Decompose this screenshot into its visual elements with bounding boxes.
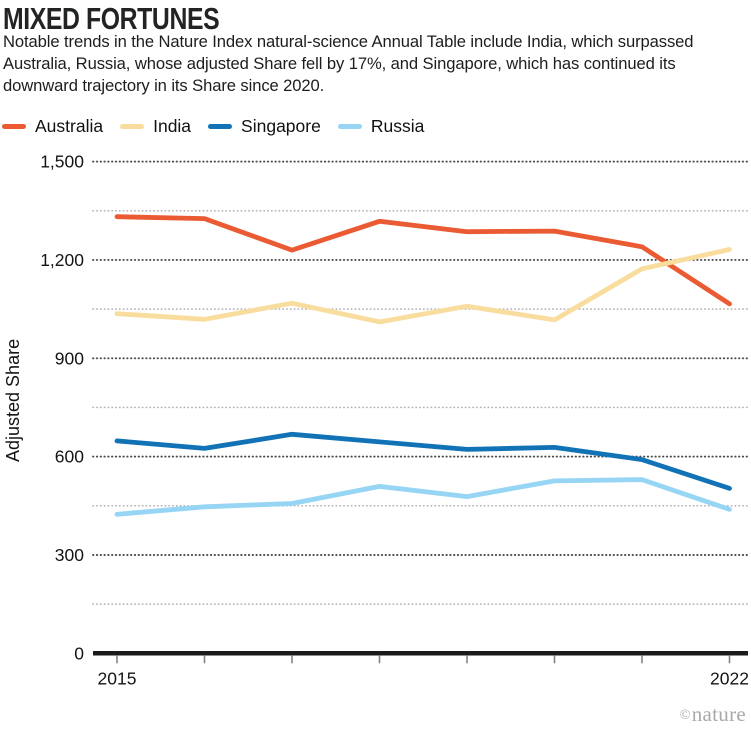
chart-description: Notable trends in the Nature Index natur… (3, 32, 694, 96)
x-tick-label: 2015 (98, 668, 137, 688)
y-tick-label: 1,500 (40, 152, 84, 172)
y-tick-label: 600 (55, 447, 84, 467)
chart-canvas: 0 300 600 900 1,200 1,500 2015 2022 (40, 152, 749, 689)
series-line-russia (114, 477, 732, 517)
legend-item-russia: Russia (337, 116, 425, 137)
series-line-australia (114, 214, 732, 307)
legend-item-australia: Australia (2, 116, 103, 137)
legend-item-india: India (120, 116, 191, 137)
y-tick-label: 900 (55, 348, 84, 368)
legend-label: India (153, 116, 192, 136)
nature-credit: ©nature (680, 702, 746, 727)
legend-label: Australia (35, 116, 104, 136)
line-chart: 0 300 600 900 1,200 1,500 2015 2022 (0, 140, 751, 734)
copyright-icon: © (679, 708, 691, 723)
series-line-india (114, 247, 732, 325)
y-axis-title: Adjusted Share (3, 338, 23, 462)
x-tick-label: 2022 (710, 668, 749, 688)
legend-label: Singapore (241, 116, 321, 136)
legend-swatch-india (120, 124, 145, 129)
y-tick-label: 0 (74, 643, 84, 663)
y-tick-label: 1,200 (40, 250, 84, 270)
nature-logo-text: nature (691, 702, 746, 726)
series-line-singapore (114, 431, 732, 491)
legend-label: Russia (370, 116, 425, 136)
legend-swatch-australia (2, 124, 26, 129)
y-tick-label: 300 (55, 545, 84, 565)
legend-swatch-singapore (208, 124, 233, 129)
legend-item-singapore: Singapore (208, 116, 321, 137)
legend-swatch-russia (337, 124, 362, 129)
legend: Australia India Singapore Russia (2, 116, 424, 137)
chart-title: MIXED FORTUNES (3, 1, 220, 36)
